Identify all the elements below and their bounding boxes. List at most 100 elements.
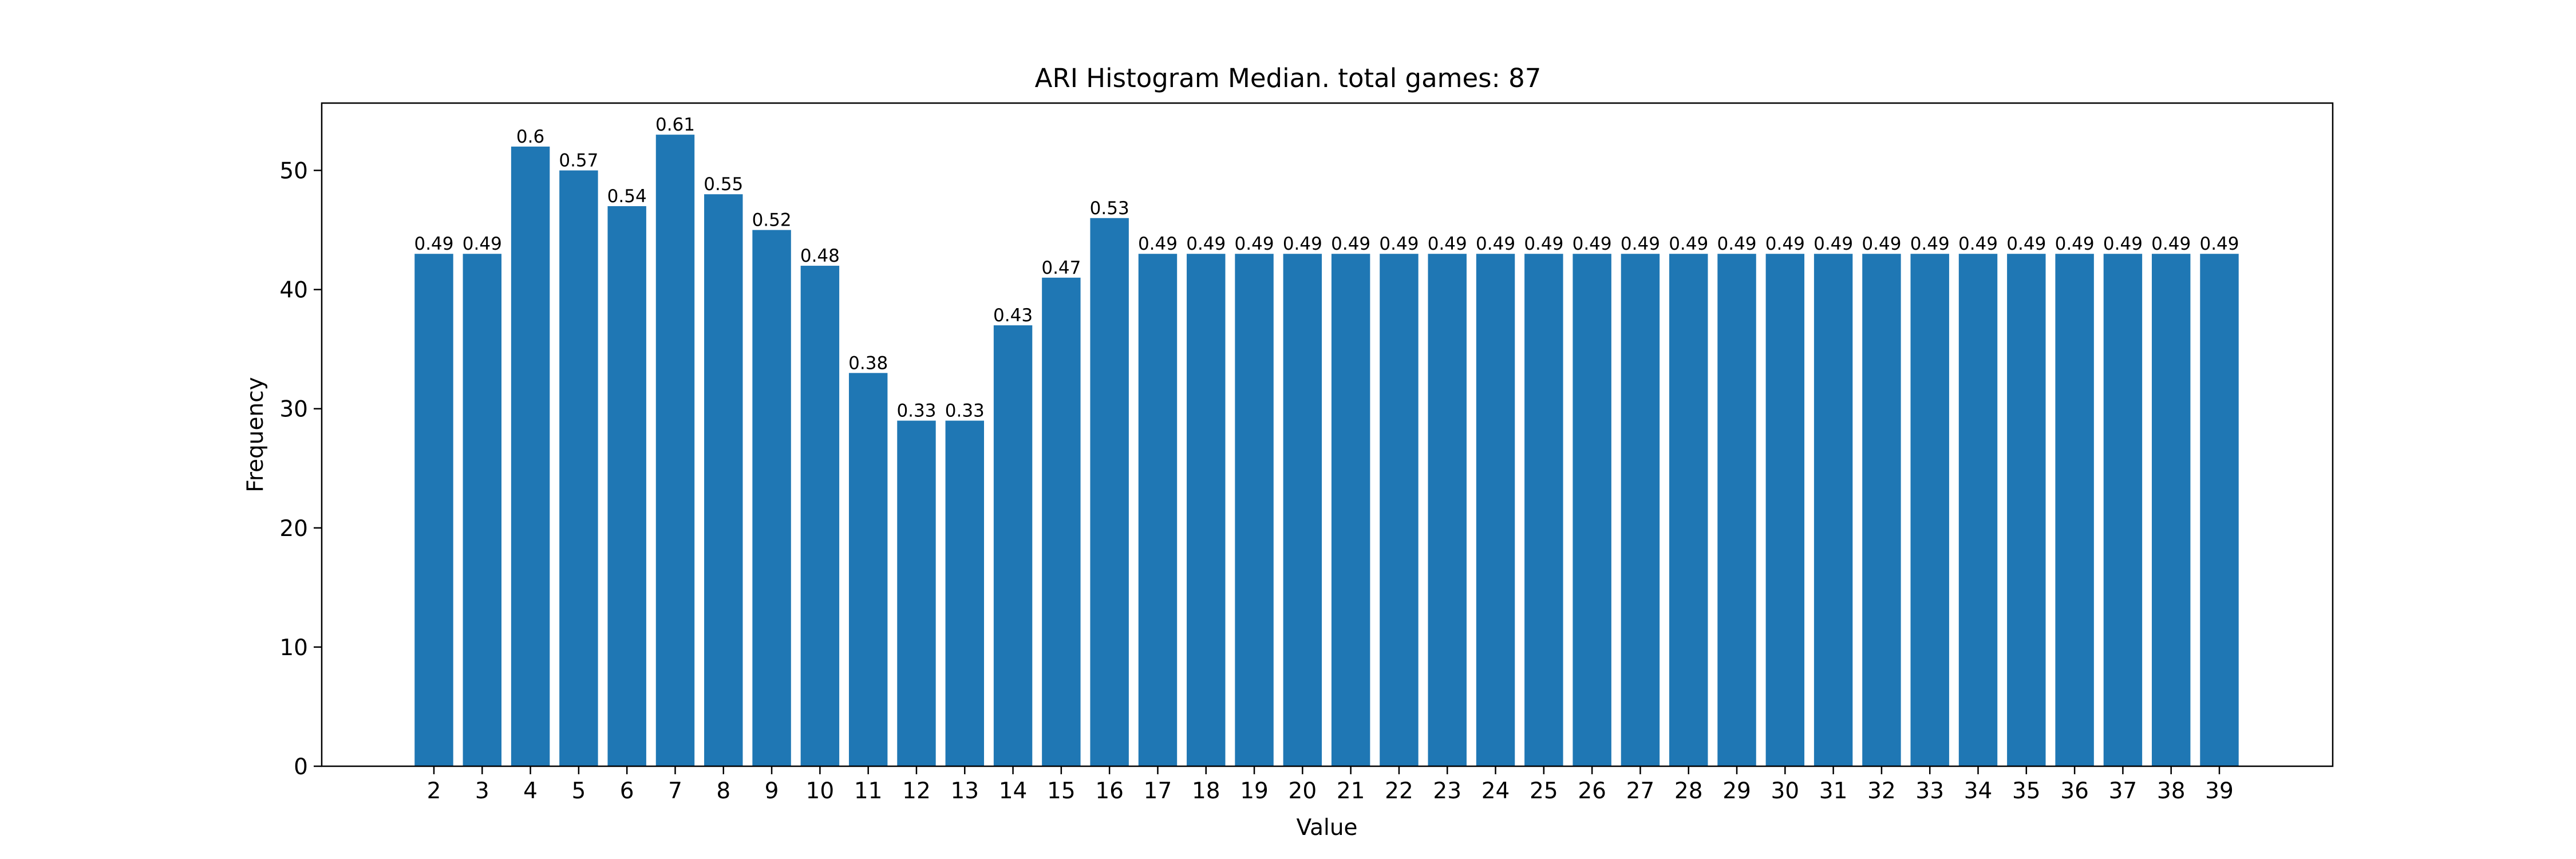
bar-value-label-15: 0.47 bbox=[1041, 258, 1081, 278]
x-tick-label-19: 19 bbox=[1240, 778, 1269, 804]
bar-value-label-14: 0.43 bbox=[993, 305, 1033, 326]
bar-18 bbox=[1187, 254, 1226, 767]
bar-value-label-27: 0.49 bbox=[1621, 234, 1660, 254]
x-tick-label-37: 37 bbox=[2109, 778, 2138, 804]
x-tick-label-31: 31 bbox=[1819, 778, 1848, 804]
x-tick-label-17: 17 bbox=[1144, 778, 1172, 804]
x-tick-label-2: 2 bbox=[427, 778, 441, 804]
x-axis-label: Value bbox=[1296, 815, 1357, 841]
bar-17 bbox=[1138, 254, 1178, 767]
x-tick-label-12: 12 bbox=[902, 778, 931, 804]
bar-6 bbox=[607, 206, 646, 766]
bar-value-label-2: 0.49 bbox=[414, 234, 453, 254]
bars-layer bbox=[414, 135, 2239, 767]
bar-labels-layer: 0.49 0.49 0.6 0.57 0.54 0.61 0.55 0.52 0.48 0.38 0… bbox=[414, 115, 2239, 421]
x-tick-label-34: 34 bbox=[1964, 778, 1993, 804]
bar-21 bbox=[1331, 254, 1370, 767]
bar-value-label-9: 0.52 bbox=[752, 210, 792, 231]
bar-24 bbox=[1476, 254, 1515, 767]
bar-30 bbox=[1765, 254, 1805, 767]
x-tick-label-35: 35 bbox=[2012, 778, 2041, 804]
x-tick-label-36: 36 bbox=[2060, 778, 2089, 804]
x-tick-label-14: 14 bbox=[999, 778, 1028, 804]
bar-value-label-26: 0.49 bbox=[1573, 234, 1612, 254]
bar-10 bbox=[800, 266, 840, 766]
chart-title: ARI Histogram Median. total games: 87 bbox=[1035, 63, 1542, 93]
plot-frame bbox=[321, 102, 2334, 767]
bar-22 bbox=[1380, 254, 1419, 767]
bar-31 bbox=[1814, 254, 1853, 767]
bar-value-label-39: 0.49 bbox=[2199, 234, 2239, 254]
bar-19 bbox=[1235, 254, 1274, 767]
bar-8 bbox=[704, 194, 743, 766]
bar-25 bbox=[1524, 254, 1563, 767]
x-tick-label-27: 27 bbox=[1626, 778, 1655, 804]
bar-value-label-25: 0.49 bbox=[1524, 234, 1563, 254]
y-tick-label-50: 50 bbox=[279, 159, 308, 184]
y-axis-label: Frequency bbox=[243, 377, 268, 492]
bar-39 bbox=[2200, 254, 2239, 767]
bar-value-label-7: 0.61 bbox=[655, 115, 695, 135]
bar-value-label-33: 0.49 bbox=[1910, 234, 1950, 254]
bar-value-label-37: 0.49 bbox=[2103, 234, 2143, 254]
bar-value-label-12: 0.33 bbox=[896, 401, 936, 421]
bar-value-label-6: 0.54 bbox=[607, 186, 647, 207]
bar-37 bbox=[2103, 254, 2143, 767]
bar-26 bbox=[1573, 254, 1611, 767]
y-tick-label-20: 20 bbox=[279, 516, 308, 542]
bar-4 bbox=[511, 146, 550, 767]
bar-28 bbox=[1669, 254, 1708, 767]
bar-value-label-21: 0.49 bbox=[1331, 234, 1370, 254]
bar-7 bbox=[655, 135, 695, 766]
x-tick-label-3: 3 bbox=[475, 778, 489, 804]
bar-value-label-32: 0.49 bbox=[1862, 234, 1901, 254]
x-tick-label-38: 38 bbox=[2157, 778, 2186, 804]
x-tick-label-22: 22 bbox=[1385, 778, 1413, 804]
bar-12 bbox=[897, 420, 936, 766]
bar-2 bbox=[414, 254, 453, 767]
bar-36 bbox=[2055, 254, 2094, 767]
x-tick-label-39: 39 bbox=[2205, 778, 2234, 804]
x-tick-label-5: 5 bbox=[571, 778, 586, 804]
bar-value-label-35: 0.49 bbox=[2006, 234, 2046, 254]
bar-14 bbox=[993, 325, 1033, 766]
x-tick-label-32: 32 bbox=[1867, 778, 1896, 804]
bar-27 bbox=[1621, 254, 1660, 767]
bar-value-label-24: 0.49 bbox=[1476, 234, 1515, 254]
bar-value-label-23: 0.49 bbox=[1428, 234, 1467, 254]
x-tick-label-16: 16 bbox=[1095, 778, 1124, 804]
y-axis-ticks: 0 10 20 30 40 50 bbox=[279, 159, 322, 780]
x-tick-label-6: 6 bbox=[620, 778, 634, 804]
bar-15 bbox=[1042, 277, 1081, 767]
bar-9 bbox=[752, 230, 791, 766]
bar-16 bbox=[1090, 218, 1129, 766]
bar-13 bbox=[945, 420, 984, 766]
x-tick-label-4: 4 bbox=[523, 778, 538, 804]
bar-value-label-19: 0.49 bbox=[1235, 234, 1274, 254]
bar-value-label-31: 0.49 bbox=[1814, 234, 1853, 254]
bar-34 bbox=[1958, 254, 1998, 767]
bar-value-label-11: 0.38 bbox=[848, 353, 888, 373]
bar-value-label-30: 0.49 bbox=[1765, 234, 1805, 254]
y-tick-label-10: 10 bbox=[279, 635, 308, 661]
bar-value-label-18: 0.49 bbox=[1186, 234, 1226, 254]
bar-value-label-20: 0.49 bbox=[1283, 234, 1322, 254]
bar-value-label-34: 0.49 bbox=[1958, 234, 1998, 254]
bar-value-label-38: 0.49 bbox=[2151, 234, 2191, 254]
x-tick-label-26: 26 bbox=[1578, 778, 1606, 804]
bar-33 bbox=[1910, 254, 1949, 767]
bar-3 bbox=[463, 254, 502, 767]
x-tick-label-15: 15 bbox=[1047, 778, 1076, 804]
bar-38 bbox=[2151, 254, 2191, 767]
bar-20 bbox=[1283, 254, 1322, 767]
x-tick-label-29: 29 bbox=[1722, 778, 1751, 804]
y-tick-label-0: 0 bbox=[294, 754, 308, 780]
x-tick-label-11: 11 bbox=[854, 778, 883, 804]
x-tick-label-10: 10 bbox=[806, 778, 835, 804]
bar-value-label-29: 0.49 bbox=[1717, 234, 1757, 254]
x-tick-label-23: 23 bbox=[1433, 778, 1461, 804]
x-tick-label-9: 9 bbox=[765, 778, 779, 804]
bar-value-label-8: 0.55 bbox=[704, 174, 743, 195]
bar-value-label-17: 0.49 bbox=[1138, 234, 1178, 254]
